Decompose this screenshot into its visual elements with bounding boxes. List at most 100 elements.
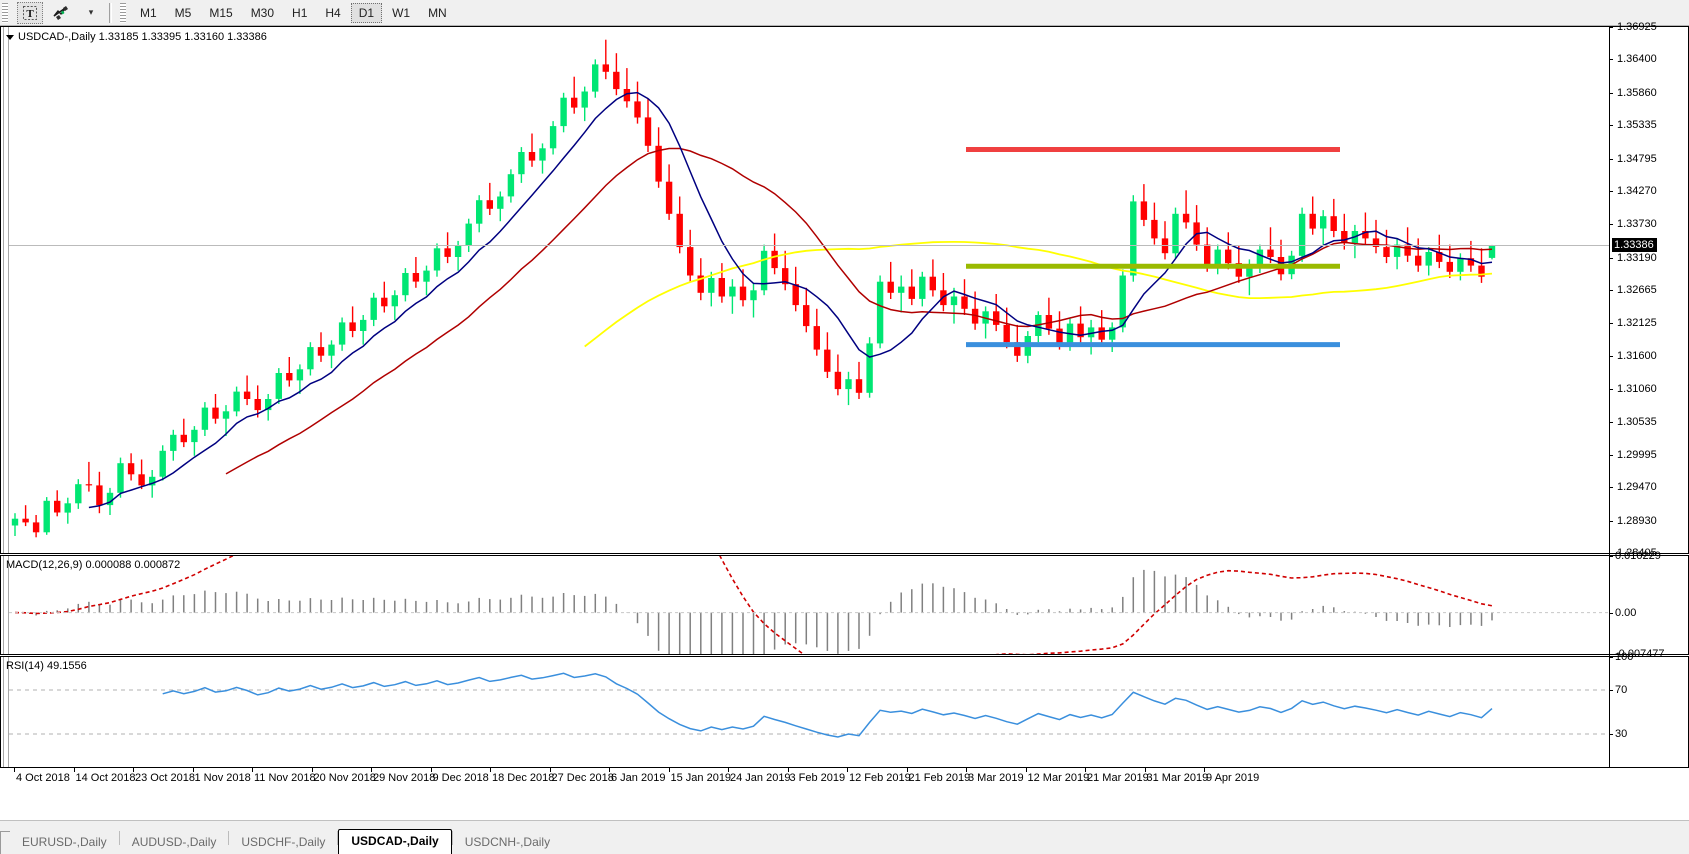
timeframe-mn[interactable]: MN [428, 5, 447, 20]
date-tick-label: 18 Dec 2018 [492, 772, 555, 784]
price-tick-label: 1.35860 [1617, 86, 1657, 99]
timeframe-m5[interactable]: M5 [174, 5, 192, 20]
chart-tab-usdcnh[interactable]: USDCNH-,Daily [464, 835, 551, 849]
price-tick-label: 1.32125 [1617, 317, 1657, 330]
date-tick-label: 15 Jan 2019 [670, 772, 732, 784]
rsi-label: RSI(14) 49.1556 [6, 660, 87, 672]
macd-plot[interactable] [1, 556, 1688, 654]
tab-divider [228, 830, 230, 845]
price-tick [1609, 158, 1613, 160]
date-tick-label: 3 Feb 2019 [789, 772, 846, 784]
price-tick [1609, 323, 1613, 325]
indicators-icon[interactable] [47, 2, 73, 24]
macd-tick-label: 0.00 [1615, 606, 1637, 619]
macd-tick [1609, 556, 1613, 557]
chart-frame: USDCAD-,Daily 1.33185 1.33395 1.33160 1.… [0, 21, 1689, 821]
toolbar-separator [109, 2, 112, 23]
price-tick [1609, 125, 1613, 127]
date-tick [966, 768, 967, 772]
timeframe-m1[interactable]: M1 [140, 5, 157, 20]
price-plot[interactable] [1, 27, 1688, 553]
chart-tab-audusd[interactable]: AUDUSD-,Daily [131, 835, 217, 849]
chart-tab-usdcad[interactable]: USDCAD-,Daily [338, 829, 452, 854]
date-tick [252, 768, 253, 772]
rsi-tick-label: 100 [1615, 651, 1634, 663]
current-price-badge: 1.33386 [1612, 238, 1657, 253]
rsi-pane[interactable]: RSI(14) 49.1556 [0, 656, 1689, 768]
date-tick [906, 768, 908, 772]
price-tick-label: 1.29470 [1617, 481, 1657, 494]
price-pane[interactable]: USDCAD-,Daily 1.33185 1.33395 1.33160 1.… [0, 26, 1689, 554]
price-tick-label: 1.34270 [1617, 184, 1657, 197]
timeframe-w1[interactable]: W1 [392, 5, 411, 20]
price-pane-label: USDCAD-,Daily 1.33185 1.33395 1.33160 1.… [6, 31, 267, 43]
date-tick-label: 12 Feb 2019 [849, 772, 911, 784]
timeframe-h4[interactable]: H4 [325, 5, 341, 20]
price-tick-label: 1.29995 [1617, 448, 1657, 461]
price-tick-label: 1.35335 [1617, 119, 1657, 132]
chevron-down-icon[interactable]: ▾ [77, 2, 103, 24]
date-tick [1144, 768, 1146, 772]
price-tick [1609, 454, 1613, 456]
tabs-left-edge [0, 831, 10, 854]
rsi-scrollbar[interactable] [1, 657, 9, 767]
date-tick-label: 4 Oct 2018 [16, 772, 70, 784]
rsi-plot[interactable] [1, 657, 1688, 767]
macd-pane[interactable]: MACD(12,26,9) 0.000088 0.000872 [0, 555, 1689, 655]
price-tick [1609, 190, 1613, 192]
price-tick [1609, 389, 1613, 391]
macd-tick [1609, 612, 1613, 614]
price-tick [1609, 290, 1613, 291]
date-tick-label: 27 Dec 2018 [551, 772, 614, 784]
price-tick-label: 1.36925 [1617, 21, 1657, 33]
chart-tab-eurusd[interactable]: EURUSD-,Daily [22, 835, 107, 849]
price-tick [1609, 487, 1613, 489]
price-tick [1609, 257, 1613, 259]
chart-tab-usdchf[interactable]: USDCHF-,Daily [241, 835, 326, 849]
tab-divider [451, 830, 453, 845]
date-tick [490, 768, 491, 772]
price-tick [1609, 520, 1613, 522]
date-tick [1204, 768, 1205, 772]
main-toolbar: T ▾ M1 M5 M15 M30 H1 H4 D1 W1 MN [0, 0, 1689, 26]
date-tick-label: 3 Mar 2019 [968, 772, 1024, 784]
tab-divider [337, 830, 339, 845]
date-tick-label: 20 Nov 2018 [313, 772, 376, 784]
price-tick-label: 1.30535 [1617, 415, 1657, 428]
macd-scrollbar[interactable] [1, 556, 9, 654]
timeframe-grip[interactable] [120, 2, 126, 23]
date-tick-label: 23 Oct 2018 [135, 772, 195, 784]
date-tick [192, 768, 194, 772]
crosshair-text-tool-icon[interactable]: T [17, 1, 43, 24]
timeframe-bar: M1 M5 M15 M30 H1 H4 D1 W1 MN [131, 2, 456, 23]
timeframe-m15[interactable]: M15 [209, 5, 233, 20]
price-tick-label: 1.31600 [1617, 349, 1657, 362]
macd-tick-label: 0.010229 [1615, 550, 1661, 562]
rsi-tick [1609, 690, 1613, 691]
timeframe-h1[interactable]: H1 [292, 5, 308, 20]
rsi-tick [1609, 657, 1613, 658]
price-tick-label: 1.31060 [1617, 383, 1657, 396]
symbol-ohlc-text: USDCAD-,Daily 1.33185 1.33395 1.33160 1.… [18, 31, 267, 43]
price-tick-label: 1.33190 [1617, 251, 1657, 264]
price-tick-label: 1.33730 [1617, 218, 1657, 231]
timeframe-d1[interactable]: D1 [350, 2, 383, 23]
date-tick-label: 24 Jan 2019 [730, 772, 791, 784]
date-tick [1025, 768, 1027, 772]
date-tick [728, 768, 729, 772]
date-tick [1085, 768, 1086, 772]
date-tick [549, 768, 551, 772]
date-tick-label: 1 Nov 2018 [194, 772, 251, 784]
date-tick-label: 21 Mar 2019 [1087, 772, 1149, 784]
timeframe-m30[interactable]: M30 [250, 5, 275, 20]
collapse-triangle-icon[interactable] [6, 34, 14, 40]
date-tick-label: 9 Dec 2018 [432, 772, 489, 784]
date-tick [609, 768, 610, 772]
price-axis[interactable]: 1.36925 1.36400 1.35860 1.35335 1.34795 1.342… [1609, 21, 1689, 768]
date-tick [311, 768, 313, 772]
toolbar-grip[interactable] [2, 2, 8, 23]
date-tick [133, 768, 134, 772]
date-axis[interactable]: 4 Oct 2018 14 Oct 2018 23 Oct 2018 1 Nov 20… [0, 768, 1689, 790]
chevron-down-glyph: ▾ [88, 7, 94, 17]
chart-scrollbar[interactable] [1, 27, 9, 553]
